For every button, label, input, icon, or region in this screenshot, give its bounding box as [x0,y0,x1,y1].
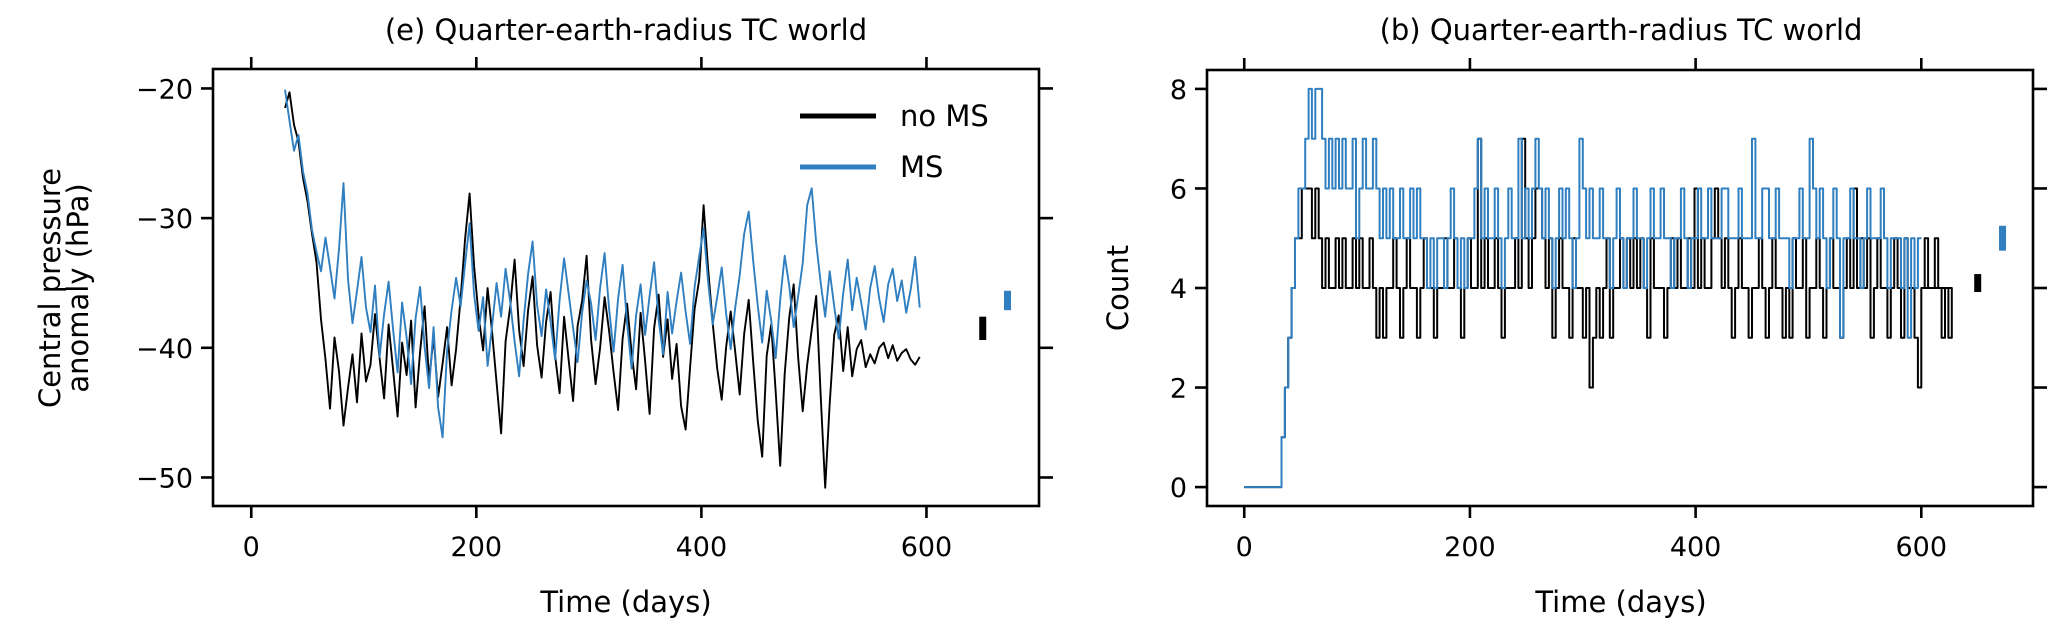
series-line-no-ms [1244,137,1953,489]
x-tick-label: 400 [676,532,728,563]
x-tick-label: 0 [243,532,260,563]
series-line-no-ms [284,91,921,489]
error-bar-layer [1974,225,2007,292]
x-axis: 0 200 400 600 [1236,58,1947,563]
y-axis-label-line-1: Central pressure [33,168,67,408]
panel-title: (b) Quarter-earth-radius TC world [1380,13,1863,47]
y-axis-label-line-2: anomaly (hPa) [61,183,95,392]
panel-pressure: (e) Quarter-earth-radius TC world 0 200 40… [33,13,1053,619]
x-tick-label: 600 [901,532,953,563]
y-tick-label: 0 [1170,473,1187,504]
x-axis-label: Time (days) [539,585,711,619]
y-axis-label: Central pressure anomaly (hPa) [33,168,95,408]
series-line-ms [284,89,921,439]
x-tick-label: 0 [1236,532,1253,563]
series-line-ms [1244,87,1922,489]
y-tick-label: 2 [1170,374,1187,405]
x-tick-label: 200 [1444,532,1496,563]
panel-count: (b) Quarter-earth-radius TC world 0 200 40… [1101,13,2047,619]
y-tick-label: 4 [1170,274,1187,305]
y-tick-label: −30 [136,204,193,235]
y-tick-label: −20 [136,74,193,105]
y-axis-label: Count [1101,245,1135,331]
legend-label-no-ms: no MS [900,99,989,133]
y-tick-label: 6 [1170,174,1187,205]
legend-label-ms: MS [900,150,943,184]
error-bar-layer [979,290,1011,341]
y-axis: 0 2 4 6 8 [1170,75,2047,504]
x-tick-label: 200 [451,532,503,563]
y-tick-label: 8 [1170,75,1187,106]
y-tick-label: −50 [136,463,193,494]
panel-title: (e) Quarter-earth-radius TC world [385,13,867,47]
y-axis: −20 −30 −40 −50 [136,74,1053,494]
series-layer [284,89,921,489]
x-axis: 0 200 400 600 [243,57,953,563]
x-tick-label: 600 [1896,532,1948,563]
y-tick-label: −40 [136,334,193,365]
legend: no MS MS [800,99,989,184]
x-tick-label: 400 [1670,532,1722,563]
x-axis-label: Time (days) [1534,585,1706,619]
series-layer [1244,87,1953,489]
axes-frame [211,67,1041,508]
